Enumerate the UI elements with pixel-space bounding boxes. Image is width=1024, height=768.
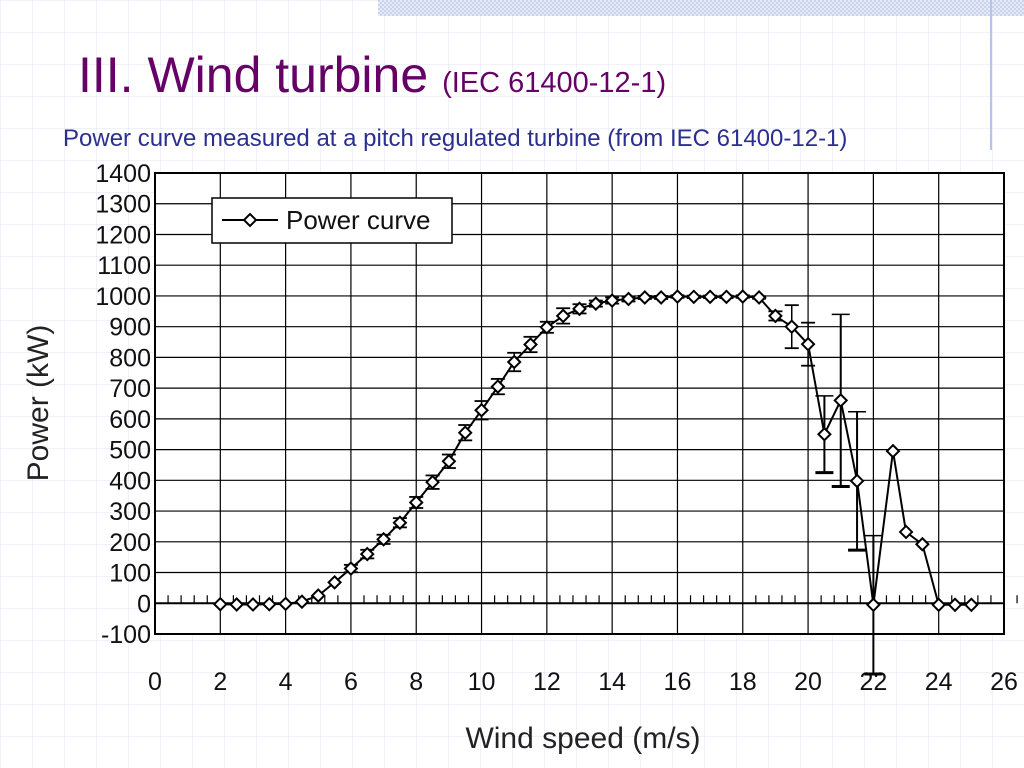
x-tick-label: 26 (990, 668, 1018, 696)
data-point (865, 597, 881, 613)
y-tick-label: 800 (109, 344, 151, 372)
decorative-top-band (378, 0, 1024, 16)
y-tick-label: 200 (109, 529, 151, 557)
x-tick-labels: 0 2 4 6 8 10 12 14 16 18 20 22 24 26 (148, 668, 1018, 696)
y-tick-label: 700 (109, 375, 151, 403)
x-tick-label: 10 (468, 668, 496, 696)
x-tick-label: 8 (409, 668, 423, 696)
x-tick-label: 16 (664, 668, 692, 696)
data-point (506, 354, 522, 370)
data-point (490, 379, 506, 395)
y-tick-label: 500 (109, 437, 151, 465)
data-point (621, 291, 636, 307)
data-point (245, 597, 261, 612)
y-tick-labels: -100010020030040050060070080090010001100… (95, 160, 151, 649)
x-axis-title: Wind speed (m/s) (465, 722, 700, 755)
x-tick-label: 6 (344, 668, 358, 696)
y-tick-label: 600 (109, 406, 151, 434)
data-point (784, 319, 800, 335)
data-point (833, 393, 849, 408)
data-point (963, 597, 979, 613)
data-point (294, 594, 310, 610)
plot-border (154, 172, 1005, 635)
data-point (588, 296, 604, 312)
data-point (539, 319, 555, 335)
plot-area (155, 173, 1004, 634)
y-tick-label: 1400 (95, 160, 151, 188)
data-point (555, 308, 571, 324)
data-point (670, 289, 685, 304)
data-point (261, 596, 277, 612)
series-power-curve (212, 289, 979, 676)
slide-subtitle: Power curve measured at a pitch regulate… (63, 125, 848, 152)
data-point (816, 426, 832, 442)
decorative-side-line (990, 0, 992, 150)
y-tick-label: 1200 (95, 221, 151, 249)
legend-entry-power-curve: Power curve (286, 205, 431, 235)
data-point (719, 289, 734, 305)
data-point (310, 588, 326, 603)
y-tick-label: 1000 (95, 283, 151, 311)
data-point (947, 597, 963, 613)
data-point (604, 293, 620, 308)
data-point (229, 597, 245, 612)
x-tick-label: 0 (148, 668, 162, 696)
data-point (735, 289, 751, 304)
x-tick-label: 18 (729, 668, 757, 696)
data-point (885, 443, 901, 459)
y-tick-label: 900 (109, 314, 151, 342)
x-tick-label: 20 (794, 668, 822, 696)
y-tick-label: 0 (137, 590, 151, 618)
x-tick-label: 12 (533, 668, 561, 696)
data-point (751, 290, 767, 305)
x-tick-label: 24 (925, 668, 953, 696)
data-point (800, 336, 816, 352)
y-tick-label: 400 (109, 467, 151, 495)
data-point (457, 425, 473, 441)
data-point (327, 574, 343, 590)
slide-title: III. Wind turbine (IEC 61400-12-1) (78, 50, 666, 100)
slide-title-main: III. Wind turbine (78, 47, 429, 103)
y-axis-title: Power (kW) (22, 325, 55, 482)
data-point (702, 289, 718, 305)
data-point (914, 536, 930, 552)
x-tick-label: 14 (598, 668, 626, 696)
data-point (359, 546, 375, 562)
legend-box (211, 197, 453, 244)
data-point (686, 289, 702, 305)
data-point (653, 290, 669, 305)
data-point (392, 515, 408, 531)
x-tick-label: 2 (213, 668, 227, 696)
y-tick-label: -100 (101, 621, 151, 649)
x-tick-label: 4 (279, 668, 293, 696)
y-tick-label: 1100 (97, 252, 151, 280)
data-point (212, 596, 228, 612)
data-point (376, 531, 391, 547)
data-point (278, 596, 294, 612)
data-point (768, 308, 783, 324)
data-point (343, 561, 359, 576)
slide-title-reference: (IEC 61400-12-1) (442, 67, 667, 99)
data-point (572, 301, 587, 317)
data-point (474, 402, 489, 418)
legend: Power curve (211, 197, 453, 244)
data-point (849, 473, 865, 489)
y-tick-label: 300 (109, 498, 151, 526)
data-point (523, 337, 538, 352)
y-tick-label: 1300 (95, 191, 151, 219)
legend-diamond-marker (242, 212, 258, 228)
y-tick-label: 100 (109, 560, 151, 588)
data-point (898, 524, 914, 540)
data-point (425, 474, 440, 490)
data-point (931, 597, 947, 613)
data-point (441, 453, 457, 469)
data-point (408, 495, 424, 510)
data-point (637, 290, 653, 305)
